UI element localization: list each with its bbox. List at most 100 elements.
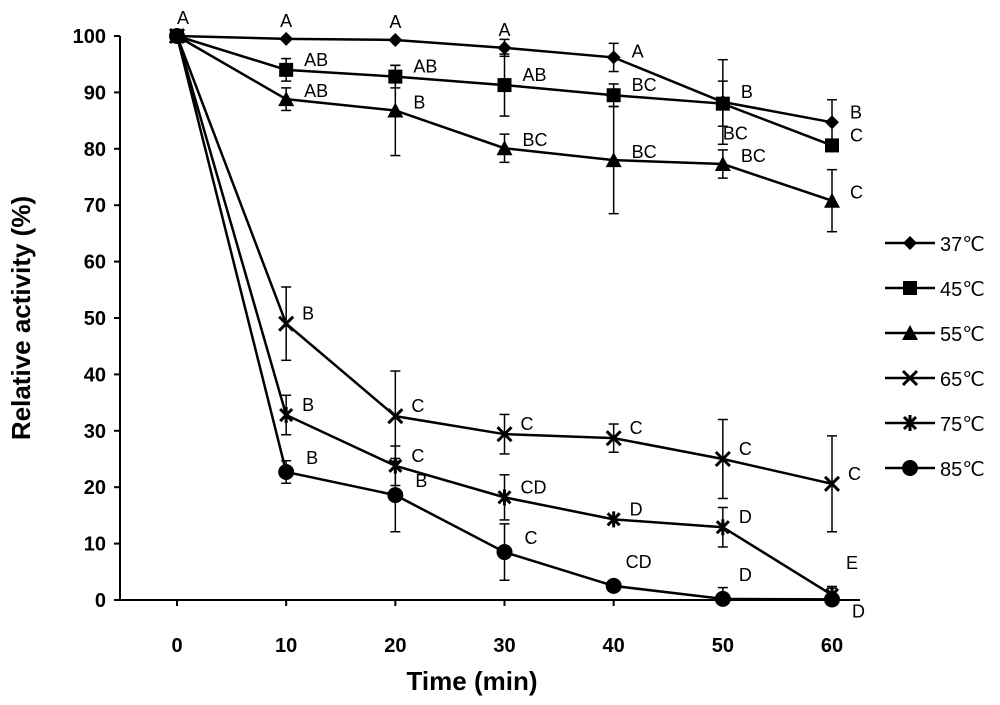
significance-letter: D bbox=[739, 565, 752, 585]
data-point bbox=[606, 88, 621, 103]
data-point bbox=[278, 91, 295, 107]
y-tick-label: 70 bbox=[84, 195, 106, 217]
significance-letter: AB bbox=[304, 50, 328, 70]
legend-label: 65℃ bbox=[940, 369, 985, 391]
legend-marker bbox=[903, 281, 917, 295]
significance-letter: B bbox=[850, 102, 862, 122]
significance-letter: B bbox=[306, 448, 318, 468]
legend-marker bbox=[901, 369, 919, 387]
data-point bbox=[278, 463, 295, 480]
data-point bbox=[497, 78, 512, 93]
legend-label: 55℃ bbox=[940, 324, 985, 346]
significance-letter: BC bbox=[632, 75, 657, 95]
data-point bbox=[715, 519, 730, 536]
legend-item-star: 75℃ bbox=[885, 414, 985, 436]
legend-marker bbox=[902, 325, 918, 340]
significance-letter: C bbox=[525, 528, 538, 548]
significance-letter: AB bbox=[413, 57, 437, 77]
significance-letter: C bbox=[630, 418, 643, 438]
data-point bbox=[825, 115, 839, 130]
x-tick-label: 50 bbox=[712, 635, 734, 657]
legend-label: 85℃ bbox=[940, 459, 985, 481]
y-tick-label: 40 bbox=[84, 364, 106, 386]
x-tick-label: 40 bbox=[603, 635, 625, 657]
significance-letter: A bbox=[498, 20, 510, 40]
data-point bbox=[169, 28, 185, 44]
significance-letter: C bbox=[411, 396, 424, 416]
significance-letter: B bbox=[415, 471, 427, 491]
data-point bbox=[496, 140, 513, 156]
data-point bbox=[605, 430, 622, 447]
data-point bbox=[387, 102, 404, 118]
significance-letter: BC bbox=[632, 142, 657, 162]
significance-letter: AB bbox=[304, 81, 328, 101]
significance-letter: C bbox=[850, 125, 863, 145]
y-tick-label: 20 bbox=[84, 477, 106, 499]
data-point bbox=[497, 40, 512, 55]
significance-letter: BC bbox=[523, 130, 548, 150]
data-point bbox=[825, 138, 839, 153]
y-tick-label: 10 bbox=[84, 534, 106, 556]
chart-axes: 0 10 20 30 40 50 60 70 80 90 100 0 10 20 30 40 50 60 bbox=[73, 26, 860, 657]
data-point bbox=[496, 426, 513, 443]
significance-letter: B bbox=[302, 395, 314, 415]
significance-letter: A bbox=[632, 41, 644, 61]
data-point bbox=[278, 315, 295, 332]
significance-letter: C bbox=[521, 414, 534, 434]
series-triangle: AB B BC BC BC C bbox=[169, 28, 863, 233]
data-point bbox=[714, 156, 731, 172]
series-x: BC C C C C bbox=[168, 27, 861, 533]
legend-item-x: 65℃ bbox=[885, 369, 985, 391]
x-axis-title: Time (min) bbox=[407, 666, 538, 696]
x-tick-label: 10 bbox=[275, 635, 297, 657]
data-point bbox=[279, 407, 294, 424]
data-point bbox=[279, 31, 294, 46]
y-tick-label: 90 bbox=[84, 82, 106, 104]
y-tick-label: 80 bbox=[84, 139, 106, 161]
y-tick-label: 0 bbox=[95, 590, 106, 612]
significance-letter: A bbox=[389, 12, 401, 32]
y-tick-label: 60 bbox=[84, 252, 106, 274]
data-point bbox=[497, 489, 512, 506]
data-point bbox=[605, 152, 622, 168]
significance-letter: CD bbox=[626, 552, 652, 572]
legend-item-circle: 85℃ bbox=[885, 459, 985, 481]
significance-letter: E bbox=[846, 553, 858, 573]
data-point bbox=[496, 544, 513, 561]
y-tick-label: 30 bbox=[84, 421, 106, 443]
y-tick-label: 50 bbox=[84, 308, 106, 330]
series-diamond: A A A AB B bbox=[170, 11, 862, 146]
data-point bbox=[714, 590, 731, 607]
significance-letter: AB bbox=[523, 65, 547, 85]
legend-label: 75℃ bbox=[940, 414, 985, 436]
legend-item-diamond: 37℃ bbox=[885, 234, 985, 256]
significance-letter: D bbox=[739, 507, 752, 527]
data-point bbox=[387, 487, 404, 504]
significance-letter: B bbox=[302, 304, 314, 324]
chart-legend: 37℃ 45℃ 55℃ 65℃ 75℃ 85℃ bbox=[885, 234, 985, 481]
data-point bbox=[824, 192, 840, 208]
significance-letter: D bbox=[852, 601, 865, 621]
x-tick-label: 20 bbox=[384, 635, 406, 657]
data-point bbox=[387, 408, 404, 425]
data-point bbox=[388, 32, 403, 47]
significance-letter: A bbox=[177, 8, 189, 28]
significance-letter: CD bbox=[521, 477, 547, 497]
significance-letter: A bbox=[280, 11, 292, 31]
legend-marker bbox=[902, 415, 918, 431]
significance-letter: BC bbox=[723, 124, 748, 144]
data-point bbox=[715, 96, 730, 111]
significance-letter: D bbox=[630, 499, 643, 519]
legend-marker bbox=[903, 236, 917, 250]
x-tick-label: 0 bbox=[171, 635, 182, 657]
x-tick-label: 30 bbox=[493, 635, 515, 657]
data-point bbox=[279, 62, 294, 77]
x-tick-label: 60 bbox=[821, 635, 843, 657]
legend-label: 45℃ bbox=[940, 279, 985, 301]
y-axis-title: Relative activity (%) bbox=[6, 196, 36, 440]
